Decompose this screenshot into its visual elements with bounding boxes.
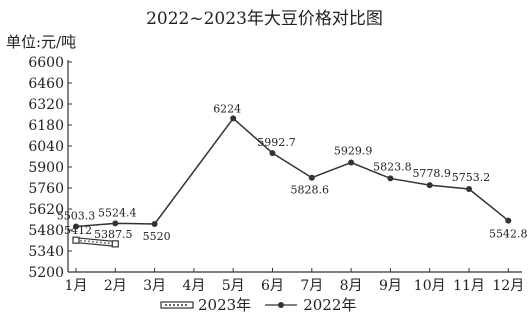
series-2022-data-label: 5524.4 bbox=[98, 206, 137, 219]
legend-label-2023: 2023年 bbox=[198, 296, 252, 314]
series-2022-point bbox=[387, 175, 394, 182]
series-2023-data-label: 5387.5 bbox=[94, 228, 133, 241]
legend-swatch-2022 bbox=[265, 302, 298, 308]
x-tick-label: 2月 bbox=[104, 278, 127, 294]
x-tick-label: 9月 bbox=[379, 278, 402, 294]
series-2022-point bbox=[348, 159, 355, 166]
x-tick-label: 3月 bbox=[143, 278, 166, 294]
series-2023-band-hatch bbox=[75, 239, 116, 245]
y-tick-label: 5340 bbox=[28, 244, 64, 260]
y-tick-label: 5900 bbox=[28, 160, 64, 176]
y-tick-label: 6180 bbox=[28, 118, 64, 134]
series-2022-data-label: 5503.3 bbox=[57, 210, 96, 223]
y-tick-label: 6040 bbox=[28, 139, 64, 155]
y-tick-label: 6460 bbox=[28, 76, 64, 92]
series-2022-point bbox=[308, 174, 315, 181]
series-2023-point bbox=[111, 240, 119, 248]
series-2022-data-label: 5778.9 bbox=[412, 167, 451, 180]
y-axis-label: 单位:元/吨 bbox=[6, 33, 77, 51]
series-2022-data-label: 5753.2 bbox=[452, 171, 491, 184]
series-2022-point bbox=[73, 223, 79, 230]
series-2022-data-label: 5929.9 bbox=[334, 145, 373, 158]
y-tick-label: 5480 bbox=[28, 223, 64, 239]
x-tick-label: 7月 bbox=[300, 278, 323, 294]
series-2023-data-label: 5412 bbox=[64, 224, 92, 237]
series-2022-point bbox=[426, 182, 433, 189]
x-tick-label: 10月 bbox=[414, 278, 446, 294]
series-2022-data-label: 5520 bbox=[143, 230, 171, 243]
series-2022-point bbox=[112, 220, 119, 227]
y-tick-label: 6600 bbox=[28, 55, 64, 71]
x-tick-label: 11月 bbox=[453, 278, 485, 294]
x-tick-label: 4月 bbox=[182, 278, 205, 294]
series-2022-point bbox=[466, 186, 472, 193]
chart-title: 2022~2023年大豆价格对比图 bbox=[146, 9, 383, 29]
series-2022-point bbox=[505, 217, 512, 224]
series-2022-point bbox=[151, 221, 158, 227]
legend-item-2023: 2023年 bbox=[160, 295, 251, 315]
y-tick-label: 5620 bbox=[28, 202, 64, 218]
series-2022-data-label: 5992.7 bbox=[257, 136, 296, 149]
series-2023-point bbox=[72, 236, 80, 244]
legend-swatch-2023 bbox=[160, 301, 194, 309]
x-tick-label: 6月 bbox=[261, 278, 284, 294]
series-2022-data-label: 5823.8 bbox=[373, 160, 412, 173]
x-tick-label: 8月 bbox=[340, 278, 363, 294]
y-tick-label: 5760 bbox=[28, 181, 64, 197]
series-2022-data-label: 5828.6 bbox=[291, 184, 330, 197]
chart-legend: 2023年 2022年 bbox=[160, 295, 368, 315]
y-tick-label: 6320 bbox=[28, 97, 64, 113]
legend-item-2022: 2022年 bbox=[263, 295, 356, 315]
y-tick-label: 5200 bbox=[28, 265, 64, 281]
series-2022-point bbox=[230, 115, 237, 122]
x-tick-label: 5月 bbox=[222, 278, 245, 294]
x-tick-label: 12月 bbox=[492, 278, 524, 294]
legend-label-2022: 2022年 bbox=[303, 296, 357, 314]
series-2022-data-label: 5542.8 bbox=[489, 228, 528, 241]
series-2022-data-label: 6224 bbox=[213, 102, 241, 115]
x-tick-label: 1月 bbox=[65, 278, 88, 294]
series-2022-point bbox=[269, 150, 276, 157]
